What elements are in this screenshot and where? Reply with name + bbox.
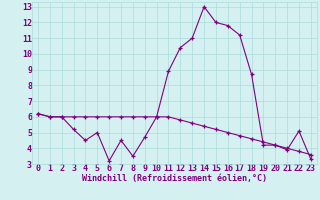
X-axis label: Windchill (Refroidissement éolien,°C): Windchill (Refroidissement éolien,°C): [82, 174, 267, 183]
